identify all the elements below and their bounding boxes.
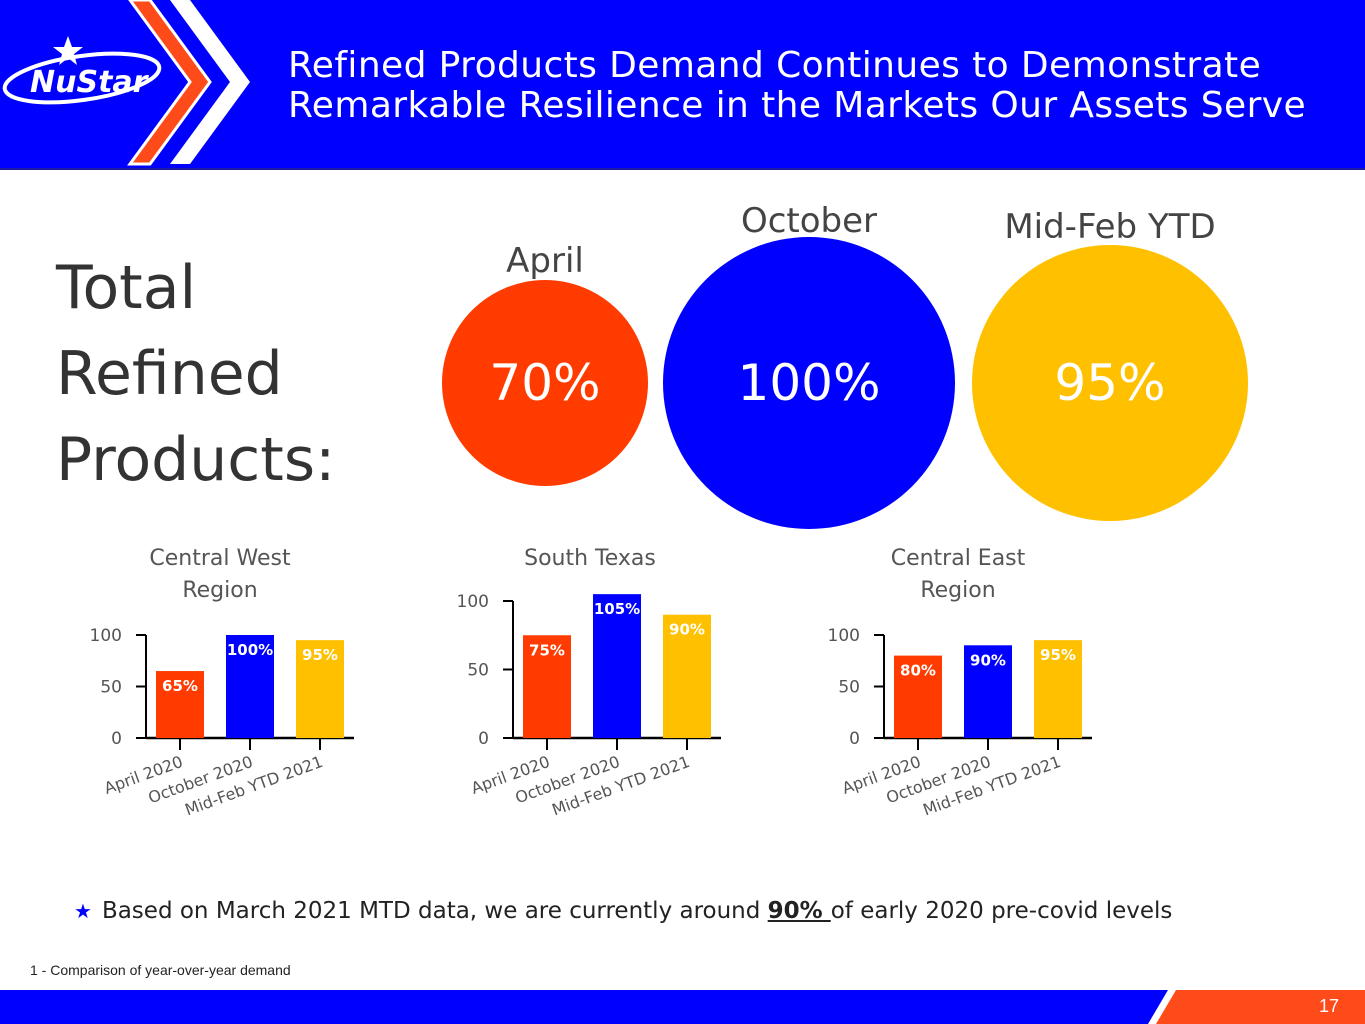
bubble-april-value: 70% — [489, 354, 600, 412]
bar-october-2020 — [964, 645, 1012, 738]
y-tick-label: 0 — [849, 729, 860, 749]
bubble-april-circle — [442, 280, 648, 486]
bubble-october-label: October — [741, 201, 877, 241]
y-tick-label: 100 — [457, 592, 489, 612]
bubble-midfeb: Mid-Feb YTD 95% — [972, 207, 1248, 521]
label-line-2: Refined — [56, 339, 283, 409]
logo-swoosh — [2, 51, 162, 105]
bar-data-label: 75% — [529, 641, 565, 659]
y-tick-label: 50 — [100, 678, 122, 698]
logo-chevron-white — [170, 0, 250, 164]
bar-data-label: 100% — [227, 641, 273, 659]
chart-title-line: Central East — [891, 546, 1026, 571]
footer-stripe — [1148, 990, 1176, 1024]
bar-mid-feb-ytd-2021 — [1034, 640, 1082, 738]
note-prefix: Based on March 2021 MTD data, we are cur… — [101, 898, 768, 924]
bar-data-label: 95% — [302, 646, 338, 664]
footer-blue — [0, 990, 1365, 1024]
footer-bar — [0, 990, 1365, 1024]
y-tick-label: 0 — [111, 729, 122, 749]
footnote: 1 - Comparison of year-over-year demand — [30, 962, 291, 978]
logo-chevron-orange — [127, 0, 212, 166]
label-line-1: Total — [56, 253, 197, 323]
page-title: Refined Products Demand Continues to Dem… — [288, 46, 1348, 126]
logo-text: NuStar — [30, 65, 150, 100]
bar-data-label: 90% — [669, 621, 705, 639]
chart-title-line: Central West — [149, 546, 291, 571]
bar-data-label: 105% — [594, 600, 640, 618]
note-suffix: of early 2020 pre-covid levels — [830, 898, 1173, 924]
y-tick-label: 100 — [828, 626, 860, 646]
bar-mid-feb-ytd-2021 — [296, 640, 344, 738]
bar-april-2020 — [894, 655, 942, 738]
label-line-3: Products: — [56, 425, 336, 495]
bubble-october-circle — [663, 237, 955, 529]
chart-title-line: South Texas — [524, 546, 656, 571]
bar-data-label: 65% — [162, 677, 198, 695]
bubble-april: April 70% — [442, 241, 648, 486]
page-number: 17 — [1318, 996, 1339, 1016]
header-divider — [0, 168, 1365, 170]
star-bullet-icon: ★ — [74, 899, 92, 923]
bar-april-2020 — [523, 635, 571, 738]
bar-data-label: 95% — [1040, 646, 1076, 664]
bar-october-2020 — [226, 635, 274, 738]
y-tick-label: 100 — [90, 626, 122, 646]
header-bar — [0, 0, 1365, 168]
bubble-midfeb-label: Mid-Feb YTD — [1004, 207, 1215, 247]
bar-mid-feb-ytd-2021 — [663, 614, 711, 738]
bar-data-label: 80% — [900, 662, 936, 680]
title-line-1: Refined Products Demand Continues to Dem… — [288, 45, 1262, 86]
note-highlight: 90% — [767, 898, 831, 924]
y-tick-label: 0 — [478, 729, 489, 749]
chart-title-line: Region — [920, 578, 995, 603]
bubble-midfeb-circle — [972, 245, 1248, 521]
y-tick-label: 50 — [467, 661, 489, 681]
total-demand-bubbles: April 70% October 100% Mid-Feb YTD 95% — [442, 201, 1248, 529]
bar-october-2020 — [593, 594, 641, 738]
nustar-logo: NuStar — [2, 0, 250, 166]
total-refined-products-label: Total Refined Products: — [56, 245, 335, 503]
bar-april-2020 — [156, 671, 204, 738]
summary-note: ★ Based on March 2021 MTD data, we are cu… — [74, 898, 1334, 924]
title-line-2: Remarkable Resilience in the Markets Our… — [288, 85, 1307, 126]
bar-data-label: 90% — [970, 651, 1006, 669]
bubble-april-label: April — [506, 241, 584, 281]
footer-orange — [1150, 990, 1365, 1024]
chart-title-line: Region — [182, 578, 257, 603]
bubble-october-value: 100% — [738, 354, 881, 412]
bubble-midfeb-value: 95% — [1054, 354, 1165, 412]
bubble-october: October 100% — [663, 201, 955, 529]
y-tick-label: 50 — [838, 678, 860, 698]
logo-star-icon — [53, 36, 83, 65]
